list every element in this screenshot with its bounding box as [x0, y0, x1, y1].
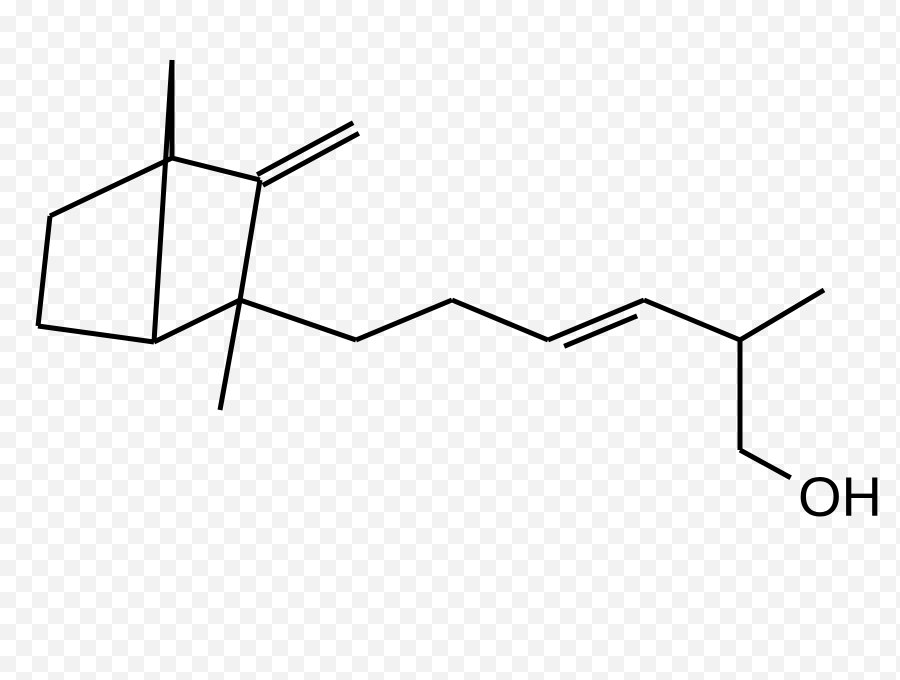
- bond-c10-c5: [172, 158, 260, 180]
- bond-c1-c13: [644, 300, 740, 340]
- bond-c6-c4: [240, 300, 356, 340]
- bond-c6-c15: [220, 300, 240, 410]
- bond-c8-c9: [38, 216, 50, 326]
- bond-c7-c6: [154, 300, 240, 342]
- bond-c8-c7: [38, 326, 154, 342]
- bond-c5-c12-a: [263, 133, 359, 185]
- bond-c4-c3: [356, 300, 452, 340]
- bond-c13-c16: [740, 290, 824, 340]
- bond-c9-c10: [50, 158, 172, 216]
- bond-c3-c2: [452, 300, 548, 340]
- bond-c14-o1: [740, 450, 791, 478]
- bond-c5-c12-b: [257, 123, 353, 175]
- bond-c11-c7: [154, 60, 172, 342]
- bond-c6-c5: [240, 180, 260, 300]
- atom-label-o1: OH: [798, 465, 882, 528]
- chemical-structure-svg: OH: [0, 0, 900, 680]
